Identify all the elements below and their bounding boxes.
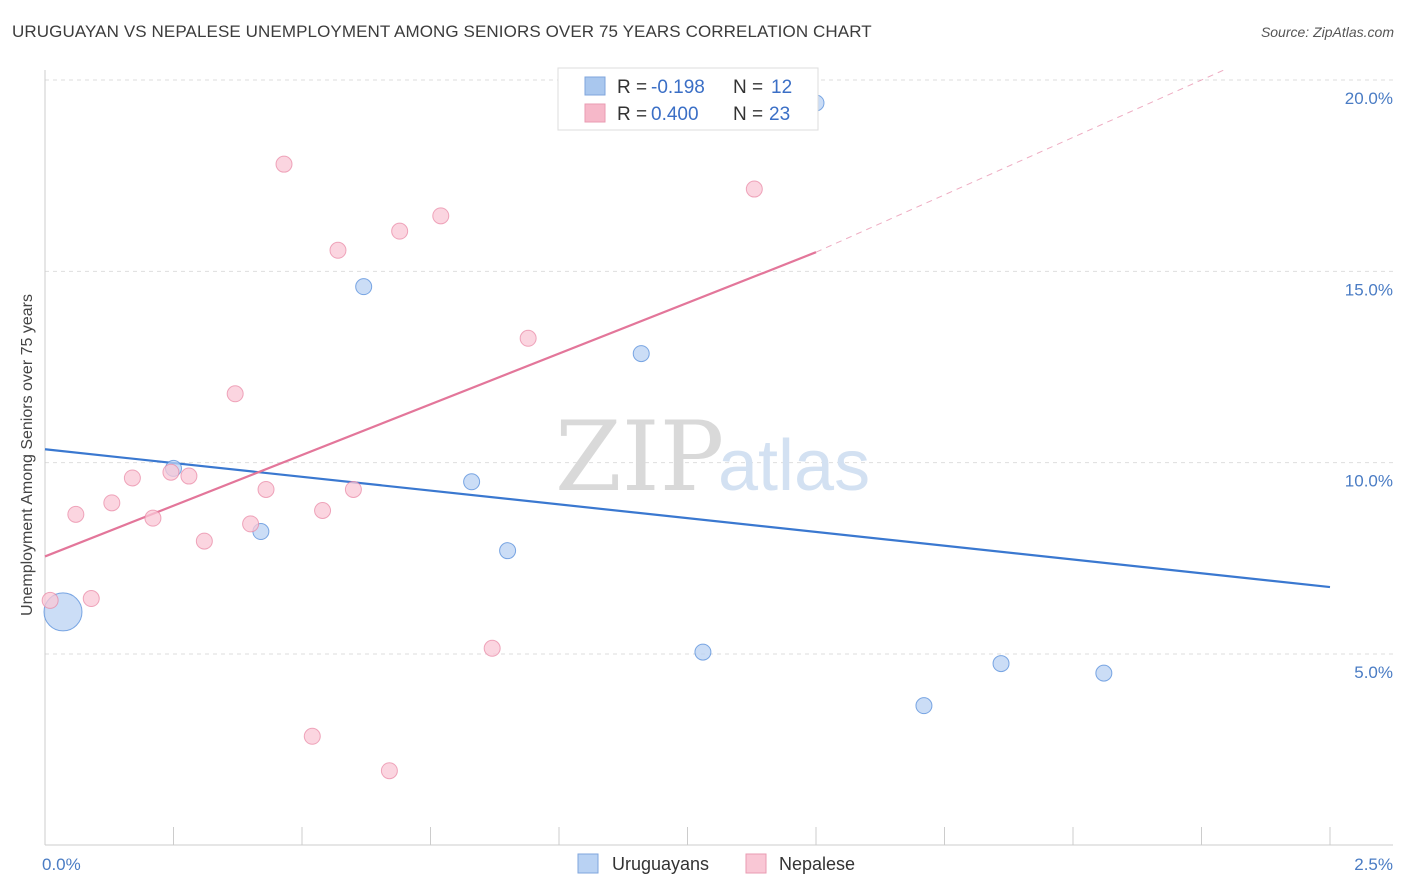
data-point xyxy=(391,222,409,240)
data-point xyxy=(355,278,373,296)
data-point xyxy=(499,542,517,560)
data-point xyxy=(82,590,100,608)
legend-r-label: R = xyxy=(617,104,647,125)
legend-n-value: 12 xyxy=(771,77,792,98)
y-axis-label: Unemployment Among Seniors over 75 years xyxy=(19,294,36,616)
source-label: Source: ZipAtlas.com xyxy=(1260,24,1394,40)
legend-top: R = -0.198 N = 12 R = 0.400 N = 23 xyxy=(557,67,819,131)
legend-r-value: 0.400 xyxy=(651,104,699,125)
watermark-atlas: atlas xyxy=(718,426,870,506)
data-point xyxy=(915,697,933,715)
legend-label-uruguayans: Uruguayans xyxy=(612,854,709,874)
data-point xyxy=(632,345,650,363)
data-point xyxy=(463,473,481,491)
data-points xyxy=(41,94,1113,780)
data-point xyxy=(103,494,121,512)
data-point xyxy=(432,207,450,225)
data-point xyxy=(329,241,347,259)
data-point xyxy=(242,515,260,533)
data-point xyxy=(303,727,321,745)
y-tick-label: 15.0% xyxy=(1345,280,1393,299)
data-point xyxy=(1095,664,1113,682)
y-tick-label: 20.0% xyxy=(1345,89,1393,108)
x-tick-label: 0.0% xyxy=(42,855,81,874)
x-tick-label: 2.5% xyxy=(1354,855,1393,874)
legend-swatch-uruguayans xyxy=(584,76,606,96)
chart-title: URUGUAYAN VS NEPALESE UNEMPLOYMENT AMONG… xyxy=(12,22,872,41)
data-point xyxy=(380,762,398,780)
data-point xyxy=(226,385,244,403)
legend-n-label: N = xyxy=(733,104,763,125)
data-point xyxy=(344,480,362,498)
grid-lines xyxy=(45,79,1393,655)
data-point xyxy=(519,329,537,347)
legend-bottom: Uruguayans Nepalese xyxy=(577,853,855,874)
data-point xyxy=(180,467,198,485)
trend-line-extension xyxy=(815,68,1228,253)
data-point xyxy=(314,502,332,519)
y-tick-label: 5.0% xyxy=(1354,663,1393,682)
data-point xyxy=(123,469,141,487)
trend-line xyxy=(44,251,817,558)
legend-n-label: N = xyxy=(733,77,763,98)
y-tick-label: 10.0% xyxy=(1345,472,1393,491)
data-point xyxy=(41,591,59,609)
data-point xyxy=(275,155,293,173)
legend-swatch-nepalese xyxy=(745,853,767,874)
data-point xyxy=(257,480,275,498)
data-point xyxy=(144,509,162,527)
legend-label-nepalese: Nepalese xyxy=(779,854,855,874)
data-point xyxy=(694,643,712,661)
watermark: ZIP atlas xyxy=(555,401,870,513)
data-point xyxy=(992,655,1010,673)
legend-n-value: 23 xyxy=(769,104,790,125)
legend-r-value: -0.198 xyxy=(651,77,705,98)
data-point xyxy=(745,180,763,198)
data-point xyxy=(162,463,180,481)
data-point xyxy=(67,505,85,523)
x-tick-labels: 0.0% 2.5% xyxy=(42,855,1393,874)
data-point xyxy=(483,639,501,657)
legend-swatch-uruguayans xyxy=(577,853,599,874)
y-tick-labels: 5.0% 10.0% 15.0% 20.0% xyxy=(1345,89,1393,682)
legend-swatch-nepalese xyxy=(584,103,606,123)
trend-lines xyxy=(44,68,1331,589)
watermark-zip: ZIP xyxy=(555,401,724,513)
legend-r-label: R = xyxy=(617,77,647,98)
axes xyxy=(44,70,1393,846)
data-point xyxy=(195,532,213,550)
